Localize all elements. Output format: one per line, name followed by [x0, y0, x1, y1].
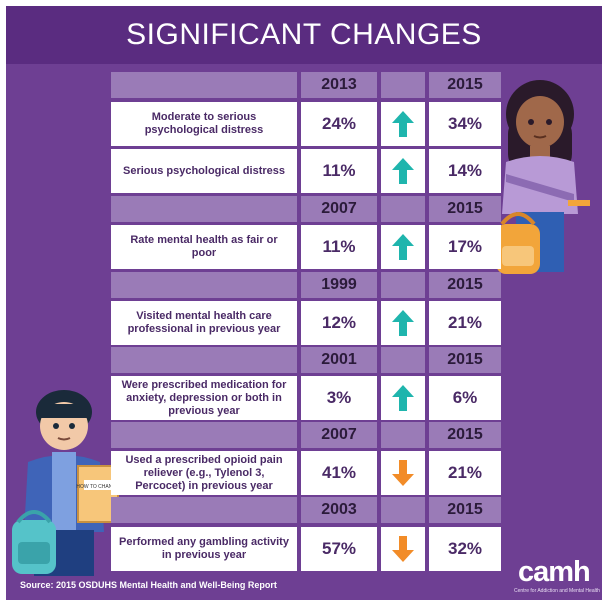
year-header-row: 1999 2015: [111, 272, 501, 298]
year-from: 2001: [301, 347, 377, 373]
year-header-row: 2003 2015: [111, 497, 501, 523]
boy-illustration: HOW TO CHANGE: [12, 390, 120, 576]
value-to: 21%: [429, 301, 501, 345]
value-from: 11%: [301, 149, 377, 193]
value-from: 11%: [301, 225, 377, 269]
arrow-up-icon: [381, 225, 425, 269]
page-title: SIGNIFICANT CHANGES: [126, 18, 482, 51]
source-note: Source: 2015 OSDUHS Mental Health and We…: [20, 580, 277, 590]
header-arrow-cell: [381, 422, 425, 448]
value-to: 14%: [429, 149, 501, 193]
arrow-down-icon: [381, 451, 425, 495]
value-to: 6%: [429, 376, 501, 420]
year-header-row: 2013 2015: [111, 72, 501, 98]
value-to: 17%: [429, 225, 501, 269]
table-row: Serious psychological distress 11% 14%: [111, 149, 501, 193]
header-arrow-cell: [381, 272, 425, 298]
measure-label: Moderate to serious psychological distre…: [111, 102, 297, 146]
header-arrow-cell: [381, 196, 425, 222]
year-from: 2003: [301, 497, 377, 523]
arrow-up-icon: [381, 301, 425, 345]
header-blank-cell: [111, 272, 297, 298]
arrow-down-icon: [381, 527, 425, 571]
header-blank-cell: [111, 422, 297, 448]
camh-logo: camh: [518, 556, 591, 588]
value-from: 41%: [301, 451, 377, 495]
value-from: 24%: [301, 102, 377, 146]
year-header-row: 2007 2015: [111, 422, 501, 448]
year-from: 2013: [301, 72, 377, 98]
value-to: 32%: [429, 527, 501, 571]
year-to: 2015: [429, 272, 501, 298]
header-arrow-cell: [381, 72, 425, 98]
measure-label: Performed any gambling activity in previ…: [111, 527, 297, 571]
value-from: 12%: [301, 301, 377, 345]
header-arrow-cell: [381, 347, 425, 373]
table-row: Used a prescribed opioid pain reliever (…: [111, 451, 501, 495]
year-to: 2015: [429, 497, 501, 523]
value-from: 57%: [301, 527, 377, 571]
value-to: 21%: [429, 451, 501, 495]
year-to: 2015: [429, 72, 501, 98]
year-header-row: 2007 2015: [111, 196, 501, 222]
infographic: SIGNIFICANT CHANGES HOW TO CHANGE: [6, 6, 602, 600]
year-to: 2015: [429, 422, 501, 448]
table-row: Rate mental health as fair or poor 11% 17%: [111, 225, 501, 269]
measure-label: Rate mental health as fair or poor: [111, 225, 297, 269]
year-from: 1999: [301, 272, 377, 298]
value-from: 3%: [301, 376, 377, 420]
table-row: Moderate to serious psychological distre…: [111, 102, 501, 146]
measure-label: Were prescribed medication for anxiety, …: [111, 376, 297, 420]
camh-logo-subtitle: Centre for Addiction and Mental Health: [514, 588, 600, 594]
girl-illustration: [496, 80, 590, 274]
arrow-up-icon: [381, 376, 425, 420]
year-from: 2007: [301, 422, 377, 448]
year-header-row: 2001 2015: [111, 347, 501, 373]
measure-label: Serious psychological distress: [111, 149, 297, 193]
table-row: Performed any gambling activity in previ…: [111, 527, 501, 571]
table-row: Visited mental health care professional …: [111, 301, 501, 345]
year-to: 2015: [429, 196, 501, 222]
header-blank-cell: [111, 72, 297, 98]
measure-label: Visited mental health care professional …: [111, 301, 297, 345]
arrow-up-icon: [381, 102, 425, 146]
header-arrow-cell: [381, 497, 425, 523]
header-blank-cell: [111, 497, 297, 523]
book-label: HOW TO CHANGE: [76, 484, 120, 490]
arrow-up-icon: [381, 149, 425, 193]
header-blank-cell: [111, 347, 297, 373]
title-bar: SIGNIFICANT CHANGES: [6, 6, 602, 64]
table-row: Were prescribed medication for anxiety, …: [111, 376, 501, 420]
year-from: 2007: [301, 196, 377, 222]
value-to: 34%: [429, 102, 501, 146]
measure-label: Used a prescribed opioid pain reliever (…: [111, 451, 297, 495]
header-blank-cell: [111, 196, 297, 222]
year-to: 2015: [429, 347, 501, 373]
